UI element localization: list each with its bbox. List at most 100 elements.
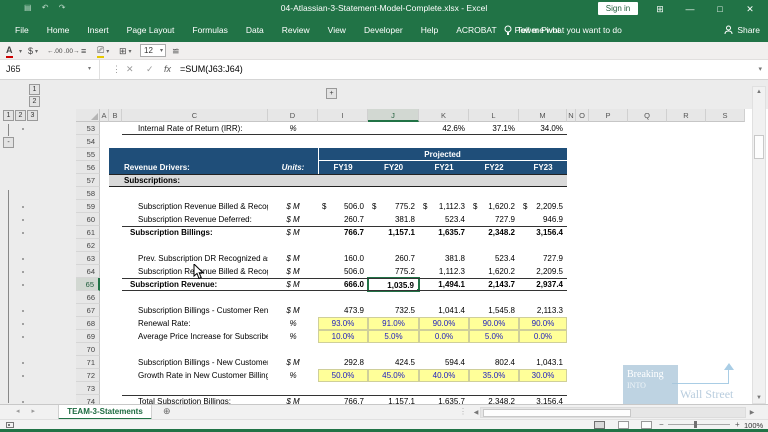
cell-label[interactable]: Subscription Revenue: (130, 280, 218, 289)
cancel-icon[interactable]: ✕ (126, 64, 134, 74)
ribbon-tab-help[interactable]: Help (420, 25, 439, 35)
ribbon-tab-page-layout[interactable]: Page Layout (126, 25, 175, 35)
cell-units[interactable]: % (289, 319, 297, 328)
row-header-58[interactable]: 58 (76, 187, 100, 200)
macro-record-icon[interactable] (6, 422, 14, 428)
column-header-N[interactable]: N (567, 109, 576, 122)
vertical-scrollbar[interactable]: ▲ ▼ (752, 86, 766, 404)
cell-value[interactable]: 1,620.2 (488, 267, 515, 276)
column-header-P[interactable]: P (589, 109, 628, 122)
row-outline-level-2[interactable]: 2 (15, 110, 26, 121)
cell-value[interactable]: 523.4 (494, 254, 515, 263)
cell-value[interactable]: 1,545.8 (488, 306, 515, 315)
cell-value[interactable]: $1,112.3 (423, 202, 465, 211)
cell-value[interactable]: 766.7 (343, 397, 364, 406)
cell-label[interactable]: Average Price Increase for Subscribers: (138, 332, 268, 341)
expand-columns-button[interactable]: + (326, 88, 337, 99)
ribbon-tab-acrobat[interactable]: ACROBAT (456, 25, 497, 35)
row-header-62[interactable]: 62 (76, 239, 100, 252)
share-button[interactable]: Share (724, 18, 760, 42)
cell-value[interactable]: 1,635.7 (438, 228, 465, 237)
ribbon-tab-insert[interactable]: Insert (87, 25, 109, 35)
vertical-scrollbar-thumb[interactable] (754, 135, 764, 159)
scroll-down-icon[interactable]: ▼ (756, 395, 762, 401)
cell-value[interactable]: 766.7 (343, 228, 364, 237)
column-header-I[interactable]: I (318, 109, 368, 122)
row-header-67[interactable]: 67 (76, 304, 100, 317)
row-header-70[interactable]: 70 (76, 343, 100, 356)
cell-value[interactable]: 3,156.4 (536, 228, 563, 237)
cell-value[interactable]: 93.0% (318, 317, 368, 330)
column-outline-level-1[interactable]: 1 (29, 84, 40, 95)
cell-label[interactable]: Renewal Rate: (138, 319, 191, 328)
ribbon-tab-home[interactable]: Home (46, 25, 70, 35)
row-header-66[interactable]: 66 (76, 291, 100, 304)
ribbon-tab-review[interactable]: Review (281, 25, 310, 35)
cell-value[interactable]: 732.5 (394, 306, 415, 315)
cell-value[interactable]: 292.8 (343, 358, 364, 367)
page-break-view-icon[interactable] (641, 421, 652, 429)
row-header-56[interactable]: 56 (76, 161, 100, 174)
cell-value[interactable]: 5.0% (469, 330, 519, 343)
cell-label[interactable]: Subscription Billings: (130, 228, 213, 237)
cell-value[interactable]: 260.7 (394, 254, 415, 263)
ribbon-tab-developer[interactable]: Developer (363, 25, 403, 35)
new-sheet-icon[interactable]: ⊕ (163, 406, 171, 416)
qat-more-icon[interactable]: ≌ (172, 45, 180, 56)
cell-units[interactable]: $ M (286, 358, 300, 367)
horizontal-scrollbar-thumb[interactable] (483, 409, 631, 417)
row-header-53[interactable]: 53 (76, 122, 100, 135)
cell-value[interactable]: 35.0% (469, 369, 519, 382)
cell-label[interactable]: Total Subscription Billings: (138, 397, 231, 406)
increase-decimal-icon[interactable]: ←.00 (47, 47, 63, 55)
zoom-percentage[interactable]: 100% (744, 421, 764, 430)
enter-icon[interactable]: ✓ (146, 64, 154, 74)
cell-value[interactable]: 1,112.3 (438, 267, 465, 276)
cell-value[interactable]: 1,043.1 (536, 358, 563, 367)
cell-value[interactable]: 1,041.4 (438, 306, 465, 315)
cell-value[interactable]: 2,209.5 (536, 267, 563, 276)
column-header-O[interactable]: O (576, 109, 589, 122)
font-color-dropdown-icon[interactable]: ▾ (19, 48, 23, 55)
cell-value[interactable]: 91.0% (368, 317, 419, 330)
cell-value[interactable]: 946.9 (542, 215, 563, 224)
page-layout-view-icon[interactable] (618, 421, 629, 429)
decrease-decimal-icon[interactable]: .00→ (64, 47, 80, 55)
name-box[interactable]: J65 (0, 60, 100, 79)
quick-access-toolbar-icons[interactable]: ▤ ↶ ↷ (24, 3, 70, 12)
column-header-J[interactable]: J (368, 109, 419, 122)
cell-value[interactable]: 424.5 (394, 358, 415, 367)
cell-value[interactable]: 666.0 (343, 280, 364, 289)
column-header-S[interactable]: S (706, 109, 745, 122)
row-header-69[interactable]: 69 (76, 330, 100, 343)
row-header-55[interactable]: 55 (76, 148, 100, 161)
cell-value[interactable]: 594.4 (444, 358, 465, 367)
column-header-Q[interactable]: Q (628, 109, 667, 122)
column-header-K[interactable]: K (419, 109, 469, 122)
ribbon-tab-data[interactable]: Data (245, 25, 264, 35)
ribbon-display-options-icon[interactable]: ⊞ (656, 4, 664, 14)
row-header-54[interactable]: 54 (76, 135, 100, 148)
maximize-icon[interactable]: □ (717, 4, 723, 14)
formula-bar-expand-icon[interactable]: ▾ (758, 66, 762, 73)
column-header-C[interactable]: C (122, 109, 268, 122)
select-all-corner[interactable] (76, 109, 100, 122)
ribbon-tab-view[interactable]: View (327, 25, 346, 35)
cell-units[interactable]: $ M (286, 254, 300, 263)
cell-value[interactable]: 381.8 (444, 254, 465, 263)
cell-value[interactable]: 1,157.1 (388, 397, 415, 406)
cell-units[interactable]: $ M (286, 202, 300, 211)
cell-value[interactable]: 90.0% (419, 317, 469, 330)
cell-units[interactable]: $ M (286, 228, 300, 237)
tell-me-box[interactable]: Tell me what you want to do (504, 18, 622, 42)
cell-label[interactable]: Growth Rate in New Customer Billings: (138, 371, 268, 380)
row-header-73[interactable]: 73 (76, 382, 100, 395)
row-header-57[interactable]: 57 (76, 174, 100, 187)
cell-value[interactable]: 727.9 (542, 254, 563, 263)
cell-value[interactable]: 0.0% (419, 330, 469, 343)
cell-value[interactable]: 30.0% (519, 369, 567, 382)
cell-value[interactable]: 775.2 (394, 267, 415, 276)
cell-value[interactable]: 40.0% (419, 369, 469, 382)
cell-value[interactable]: 381.8 (394, 215, 415, 224)
cell-value[interactable]: 2,348.2 (488, 397, 515, 406)
